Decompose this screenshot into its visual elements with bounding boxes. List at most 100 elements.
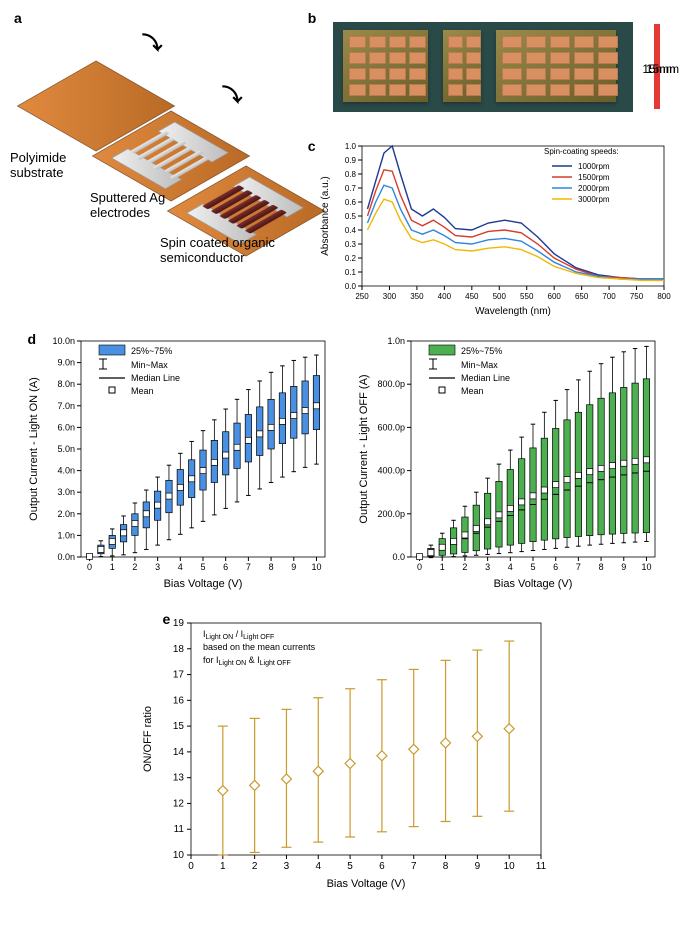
svg-text:2: 2 <box>462 562 467 572</box>
svg-text:8.0n: 8.0n <box>57 379 75 389</box>
svg-text:0.1: 0.1 <box>345 268 357 277</box>
panel-d-label: d <box>28 331 37 347</box>
svg-text:11: 11 <box>173 824 184 835</box>
svg-text:0.9: 0.9 <box>345 156 357 165</box>
svg-text:250: 250 <box>355 292 369 301</box>
svg-text:1: 1 <box>439 562 444 572</box>
caption-substrate: Polyimide substrate <box>10 150 100 180</box>
svg-text:Wavelength (nm): Wavelength (nm) <box>475 306 551 317</box>
svg-text:1: 1 <box>109 562 114 572</box>
svg-text:1.0n: 1.0n <box>387 336 405 346</box>
svg-text:2: 2 <box>132 562 137 572</box>
svg-text:0.0: 0.0 <box>345 282 357 291</box>
svg-text:650: 650 <box>575 292 589 301</box>
svg-text:5: 5 <box>530 562 535 572</box>
panel-d-on-chart: 0123456789100.0n1.0n2.0n3.0n4.0n5.0n6.0n… <box>23 333 333 593</box>
svg-text:3.0n: 3.0n <box>57 487 75 497</box>
panel-a-diagram: Polyimide substrate Sputtered Ag electro… <box>10 10 290 270</box>
svg-text:700: 700 <box>602 292 616 301</box>
svg-text:25%~75%: 25%~75% <box>131 346 172 356</box>
svg-text:7: 7 <box>245 562 250 572</box>
svg-text:0.2: 0.2 <box>345 254 357 263</box>
svg-text:18: 18 <box>172 644 184 655</box>
svg-text:800.0p: 800.0p <box>377 379 405 389</box>
svg-text:8: 8 <box>442 861 448 872</box>
svg-text:200.0p: 200.0p <box>377 509 405 519</box>
panel-c-chart: 2503003504004505005506006507007508000.00… <box>314 138 674 318</box>
svg-text:Output Current - Light ON (A): Output Current - Light ON (A) <box>28 377 40 521</box>
svg-text:500: 500 <box>492 292 506 301</box>
scale-bar-label2: 15mm <box>646 62 679 76</box>
svg-text:0.0: 0.0 <box>392 552 405 562</box>
svg-text:550: 550 <box>520 292 534 301</box>
svg-text:0: 0 <box>417 562 422 572</box>
svg-text:12: 12 <box>172 798 184 809</box>
svg-text:14: 14 <box>172 747 184 758</box>
svg-text:Median Line: Median Line <box>131 373 180 383</box>
svg-text:2000rpm: 2000rpm <box>578 184 610 193</box>
svg-text:5.0n: 5.0n <box>57 444 75 454</box>
svg-text:9: 9 <box>621 562 626 572</box>
svg-text:11: 11 <box>535 861 546 872</box>
svg-text:7: 7 <box>575 562 580 572</box>
svg-text:1500rpm: 1500rpm <box>578 173 610 182</box>
svg-text:3: 3 <box>283 861 289 872</box>
svg-text:600: 600 <box>547 292 561 301</box>
svg-text:0.6: 0.6 <box>345 198 357 207</box>
svg-text:6.0n: 6.0n <box>57 422 75 432</box>
svg-text:ILight ON / ILight OFF: ILight ON / ILight OFF <box>203 629 274 641</box>
svg-text:Mean: Mean <box>131 386 154 396</box>
panel-e-chart: 0123456789101110111213141516171819Bias V… <box>133 613 553 893</box>
svg-text:2: 2 <box>251 861 257 872</box>
svg-text:10: 10 <box>172 850 184 861</box>
svg-text:16: 16 <box>172 695 184 706</box>
svg-text:9: 9 <box>291 562 296 572</box>
svg-text:800: 800 <box>657 292 671 301</box>
svg-text:Spin-coating speeds:: Spin-coating speeds: <box>544 147 619 156</box>
svg-text:for ILight ON & ILight OFF: for ILight ON & ILight OFF <box>203 655 291 667</box>
svg-text:0.3: 0.3 <box>345 240 357 249</box>
svg-text:0.0n: 0.0n <box>57 552 75 562</box>
svg-text:7: 7 <box>410 861 416 872</box>
svg-text:6: 6 <box>379 861 385 872</box>
svg-text:Output Current - Light OFF (A): Output Current - Light OFF (A) <box>358 374 370 523</box>
svg-text:1: 1 <box>220 861 226 872</box>
svg-text:0.4: 0.4 <box>345 226 357 235</box>
svg-text:600.0p: 600.0p <box>377 422 405 432</box>
svg-text:6: 6 <box>223 562 228 572</box>
caption-electrodes: Sputtered Ag electrodes <box>90 190 210 220</box>
svg-text:0.5: 0.5 <box>345 212 357 221</box>
svg-text:Bias Voltage (V): Bias Voltage (V) <box>493 578 572 590</box>
svg-text:13: 13 <box>172 773 184 784</box>
svg-text:0.8: 0.8 <box>345 170 357 179</box>
svg-text:9: 9 <box>474 861 480 872</box>
svg-text:0: 0 <box>188 861 194 872</box>
svg-text:10: 10 <box>641 562 651 572</box>
svg-text:3: 3 <box>155 562 160 572</box>
svg-text:8: 8 <box>598 562 603 572</box>
svg-text:5: 5 <box>200 562 205 572</box>
svg-text:based on the mean currents: based on the mean currents <box>203 642 316 652</box>
svg-text:300: 300 <box>383 292 397 301</box>
svg-text:5: 5 <box>347 861 353 872</box>
svg-text:7.0n: 7.0n <box>57 401 75 411</box>
svg-text:15: 15 <box>172 721 184 732</box>
svg-text:3: 3 <box>485 562 490 572</box>
svg-text:1.0: 1.0 <box>345 142 357 151</box>
svg-text:10: 10 <box>311 562 321 572</box>
svg-text:Bias Voltage (V): Bias Voltage (V) <box>163 578 242 590</box>
svg-text:ON/OFF ratio: ON/OFF ratio <box>142 706 154 772</box>
svg-text:25%~75%: 25%~75% <box>461 346 502 356</box>
svg-text:10: 10 <box>503 861 515 872</box>
svg-text:19: 19 <box>172 618 184 629</box>
svg-text:450: 450 <box>465 292 479 301</box>
svg-text:Mean: Mean <box>461 386 484 396</box>
svg-text:17: 17 <box>172 670 184 681</box>
svg-text:8: 8 <box>268 562 273 572</box>
svg-text:Min~Max: Min~Max <box>461 360 498 370</box>
svg-text:3000rpm: 3000rpm <box>578 195 610 204</box>
svg-text:6: 6 <box>553 562 558 572</box>
panel-d-off-chart: 0123456789100.0200.0p400.0p600.0p800.0p1… <box>353 333 663 593</box>
svg-text:400: 400 <box>437 292 451 301</box>
svg-text:4.0n: 4.0n <box>57 466 75 476</box>
